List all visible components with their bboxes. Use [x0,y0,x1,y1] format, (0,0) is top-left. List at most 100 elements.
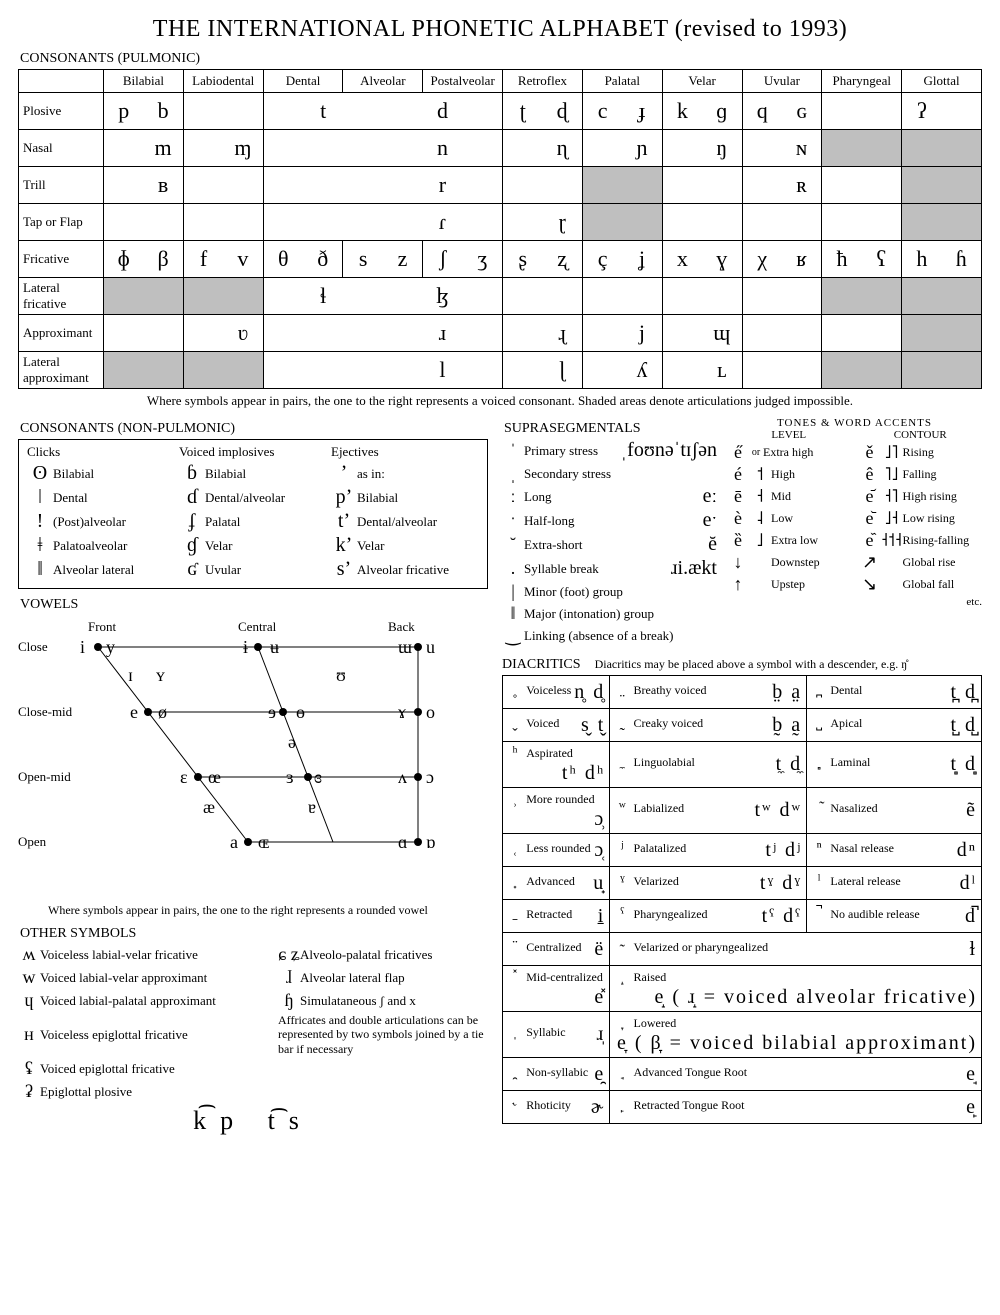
nonpulmonic-box: ClicksʘBilabialǀDentalǃ(Post)alveolarǂPa… [18,439,488,589]
row-header: Fricative [19,241,104,278]
consonant-cell: j [582,315,662,352]
consonant-cell [104,315,184,352]
consonant-cell [822,93,902,130]
col-header: Dental [263,70,343,93]
consonant-cell [902,352,982,389]
diacritic-cell: ̬ Voiceds̬ t̬ [503,709,610,742]
consonant-cell [104,352,184,389]
consonant-cell: td [263,93,502,130]
consonant-cell [503,167,583,204]
supra-row: ːLongeː [502,485,717,508]
consonant-cell [822,204,902,241]
diacritic-cell: ̽ Mid-centralizede̽ [503,966,610,1012]
vowel-symbol: ɶ [258,832,269,853]
other-heading: OTHER SYMBOLS [20,926,488,942]
consonant-cell [183,93,263,130]
nonpulmonic-heading: CONSONANTS (NON-PULMONIC) [20,421,488,437]
consonant-cell: ɾ [263,204,502,241]
other-row: ʡ Epiglottal plosive [18,1081,488,1102]
np-row: sʼAlveolar fricative [331,558,479,581]
diacritic-cell: ⁿ Nasal releasedⁿ [807,834,982,867]
consonant-cell: hɦ [902,241,982,278]
vowel-symbol: ɞ [314,767,322,788]
diacritic-cell: ʷ Labializedtʷ dʷ [610,788,807,834]
consonant-cell: ʋ [183,315,263,352]
vowel-symbol: œ [208,767,221,788]
consonant-cell [582,204,662,241]
consonant-cell: ʈɖ [503,93,583,130]
supra-row: ‿Linking (absence of a break) [502,625,717,646]
diacritic-cell: ̘ Advanced Tongue Roote̘ [610,1058,982,1091]
consonant-cell [104,204,184,241]
np-row: pʼBilabial [331,486,479,509]
other-row: w Voiced labial-velar approximantɺ Alveo… [18,967,488,988]
consonant-cell: cɟ [582,93,662,130]
consonant-cell: qɢ [742,93,822,130]
consonant-cell: ɽ [503,204,583,241]
consonant-cell: ħʕ [822,241,902,278]
vowel-symbol: a [230,832,238,853]
diacritic-cell: ˠ Velarizedtˠ dˠ [610,867,807,900]
consonant-cell [662,204,742,241]
diacritic-cell: ̼ Linguolabialt̼ d̼ [610,742,807,788]
col-header: Palatal [582,70,662,93]
consonant-cell [183,204,263,241]
vowel-symbol: ɤ [398,702,406,723]
diacritic-cell: ̥ Voicelessn̥ d̥ [503,676,610,709]
diacritics-table: ̥ Voicelessn̥ d̥̤ Breathy voicedb̤ a̤̪ D… [502,675,982,1124]
consonant-cell: ɹ [263,315,502,352]
consonant-cell [582,167,662,204]
other-row: ʢ Voiced epiglottal fricative [18,1058,488,1079]
diacritic-cell: ̠ Retractedi̠ [503,900,610,933]
vowel-symbol: ø [158,702,167,723]
consonant-cell: ɭ [503,352,583,389]
consonant-cell: l [263,352,502,389]
consonant-cell [822,278,902,315]
consonant-cell [822,167,902,204]
row-header: Trill [19,167,104,204]
consonant-cell: ɳ [503,130,583,167]
diacritic-cell: ̟ Advancedu̟ [503,867,610,900]
supra-row: |Minor (foot) group [502,581,717,602]
vowel-symbol: ɑ [398,832,407,853]
consonant-cell [902,315,982,352]
supra-list: ˈPrimary stressˌfoʊnəˈtɪʃənˌSecondary st… [502,439,717,646]
consonant-cell: sz [343,241,423,278]
consonant-cell: ʂʐ [503,241,583,278]
col-header: Labiodental [183,70,263,93]
row-header: Plosive [19,93,104,130]
tone-row: e᷄˧˥High rising [859,486,983,507]
consonant-cell: ʙ [104,167,184,204]
tone-row: ē˧Mid [727,486,851,507]
tone-row: ě˩˥Rising [859,442,983,463]
consonant-cell: ʔ [902,93,982,130]
consonant-cell [503,278,583,315]
vowel-symbol: ə [288,732,296,753]
tone-row: ↘Global fall [859,574,983,595]
other-row: ʍ Voiceless labial-velar fricativeɕ ʑ Al… [18,944,488,965]
diacritic-cell: ̩ Syllabicɹ̩ [503,1012,610,1058]
consonant-cell: χʁ [742,241,822,278]
vowel-symbol: ɘ [268,702,276,723]
tones-table: LEVELe̋orExtra highé˦Highē˧Midè˨Lowȅ˩Ext… [727,429,982,608]
consonant-cell [902,167,982,204]
col-header: Glottal [902,70,982,93]
supra-row: ˌSecondary stress [502,463,717,484]
consonant-cell: ɻ [503,315,583,352]
np-row: ɓBilabial [179,462,327,485]
vowel-symbol: ɒ [426,832,435,853]
row-header: Approximant [19,315,104,352]
vowel-symbol: æ [203,797,215,818]
consonant-cell [104,278,184,315]
diacritic-cell: ̴ Velarized or pharyngealizedɫ [610,933,982,966]
diacritic-cell: ̚ No audible released̚ [807,900,982,933]
vowel-chart: FrontCentralBackCloseClose-midOpen-midOp… [18,619,488,899]
tone-row: ȅ˩Extra low [727,530,851,551]
supra-row: ˈPrimary stressˌfoʊnəˈtɪʃən [502,439,717,462]
vowel-symbol: ʊ [336,665,346,686]
pulmonic-heading: CONSONANTS (PULMONIC) [20,51,982,67]
diacritic-cell: ̰ Creaky voicedb̰ a̰ [610,709,807,742]
consonant-cell: çʝ [582,241,662,278]
consonant-cell [662,278,742,315]
other-row: ʜ Voiceless epiglottal fricativeAffricat… [18,1013,488,1056]
